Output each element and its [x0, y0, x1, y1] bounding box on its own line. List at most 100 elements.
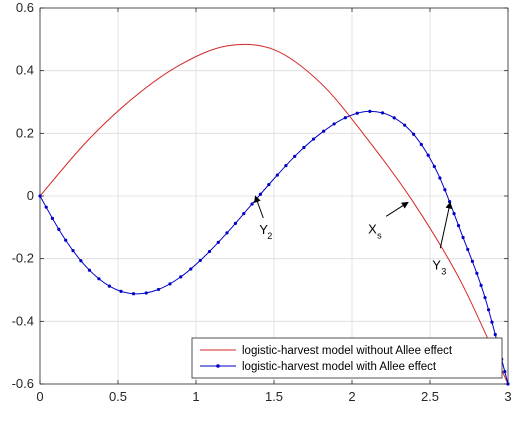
series-marker	[284, 164, 288, 168]
series-marker	[71, 249, 75, 253]
x-tick-label: 3	[504, 389, 511, 404]
series-marker	[432, 164, 436, 169]
annotation-subscript: s	[377, 230, 382, 240]
series-marker	[419, 142, 423, 147]
series-marker	[179, 275, 183, 279]
series-marker	[131, 292, 136, 296]
series-marker	[355, 111, 359, 115]
series-marker	[119, 289, 123, 293]
x-tick-label: 0.5	[109, 389, 127, 404]
x-tick-label: 2	[348, 389, 355, 404]
series-marker	[275, 173, 279, 177]
series-line	[39, 43, 509, 385]
y-tick-label: 0	[27, 188, 34, 203]
annotation-label: X	[368, 221, 377, 236]
series-marker	[479, 283, 483, 287]
series-marker	[490, 320, 494, 324]
y-tick-label: -0.4	[12, 313, 34, 328]
series-line	[39, 110, 509, 385]
legend-entry: logistic-harvest model without Allee eff…	[200, 345, 453, 357]
annotation-subscript: 2	[267, 231, 272, 241]
x-axis-ticks: 0 0.5 1 1.5 2 2.5 3	[36, 389, 511, 404]
series-marker	[87, 268, 92, 272]
series-marker	[438, 176, 442, 180]
series-marker	[447, 200, 452, 204]
annotation-arrow	[385, 201, 409, 217]
series-marker	[38, 194, 42, 198]
series-marker	[332, 122, 336, 126]
series-1	[39, 43, 509, 385]
series-marker	[156, 287, 161, 292]
series-marker	[258, 192, 263, 196]
series-marker	[242, 212, 246, 216]
series-marker	[250, 202, 254, 206]
y-tick-label: -0.2	[12, 251, 34, 266]
series-marker	[189, 267, 193, 271]
series-marker	[506, 382, 510, 386]
series-marker	[343, 116, 347, 120]
series-marker	[216, 240, 220, 244]
series-marker	[443, 188, 447, 192]
legend-box	[191, 337, 503, 379]
series-marker	[470, 259, 474, 263]
x-tick-label: 1.5	[265, 389, 283, 404]
series-marker	[97, 277, 101, 281]
series-marker	[456, 223, 461, 228]
legend-entry: logistic-harvest model with Allee effect	[200, 361, 437, 373]
series-marker	[452, 212, 456, 216]
series-marker	[426, 153, 430, 157]
series-marker	[475, 271, 479, 275]
y-tick-label: 0.4	[16, 63, 34, 78]
legend: logistic-harvest model without Allee eff…	[191, 337, 503, 379]
annotation-label: Y	[432, 257, 441, 272]
series-marker	[198, 258, 202, 263]
annotation-label: Y	[259, 222, 268, 237]
series-marker	[392, 116, 396, 120]
series-marker	[293, 154, 297, 158]
series-marker	[50, 216, 55, 220]
series-marker	[207, 249, 212, 254]
annotation-subscript: 3	[441, 266, 446, 276]
series-marker	[57, 227, 61, 231]
annotation-arrow	[254, 195, 264, 219]
series-marker	[368, 109, 372, 113]
series-marker	[144, 291, 148, 295]
series-marker	[311, 137, 316, 141]
series-marker	[503, 370, 507, 374]
series-marker	[233, 221, 238, 225]
legend-marker	[216, 364, 220, 368]
y-tick-label: 0.2	[16, 125, 34, 140]
legend-label: logistic-harvest model without Allee eff…	[242, 345, 453, 357]
y-tick-label: -0.6	[12, 376, 34, 391]
series-marker	[493, 332, 497, 337]
series-marker	[380, 111, 385, 115]
series-marker	[461, 235, 465, 240]
x-tick-label: 2.5	[421, 389, 439, 404]
y-tick-label: 0.6	[16, 0, 34, 15]
x-tick-label: 1	[192, 389, 199, 404]
series-marker	[302, 145, 306, 150]
series-marker	[466, 247, 470, 252]
series-marker	[225, 231, 229, 235]
series-marker	[107, 284, 111, 288]
x-tick-label: 0	[36, 389, 43, 404]
series-marker	[267, 183, 271, 187]
series-marker	[486, 308, 491, 312]
legend-label: logistic-harvest model with Allee effect	[242, 361, 437, 373]
series-marker	[168, 282, 172, 286]
series-marker	[403, 123, 407, 127]
y-axis-ticks: -0.6 -0.4 -0.2 0 0.2 0.4 0.6	[12, 0, 34, 391]
series-marker	[483, 295, 487, 300]
series-marker	[44, 205, 48, 209]
series-marker	[412, 132, 416, 136]
series-marker	[322, 129, 326, 133]
series-marker	[79, 259, 83, 263]
annotation-arrow	[439, 201, 453, 249]
series-marker	[64, 238, 68, 242]
